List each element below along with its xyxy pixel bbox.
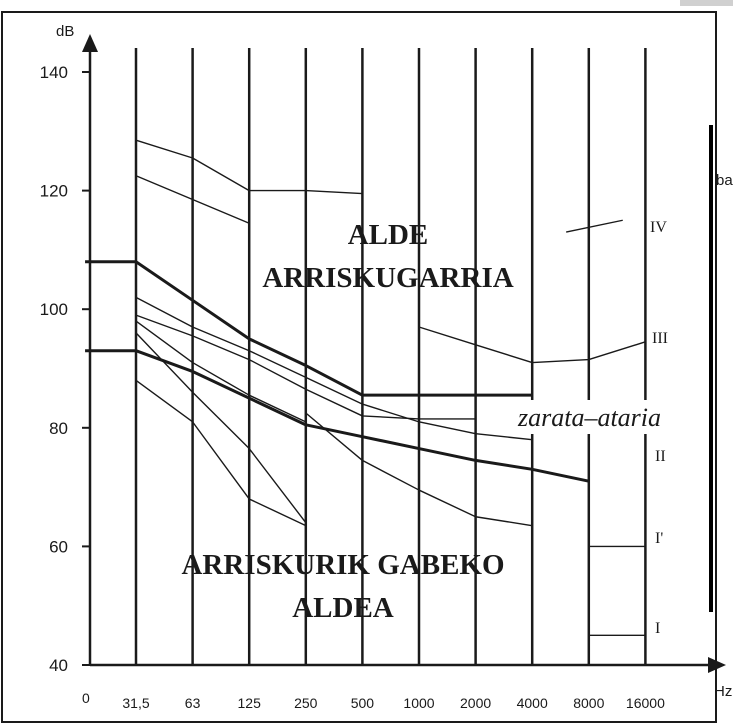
top-right-bar — [680, 0, 733, 6]
x-tick-label-8000: 8000 — [573, 695, 604, 711]
curve-label-iv: IV — [650, 219, 667, 236]
y-tick-label-80: 80 — [49, 419, 68, 438]
x-axis-arrow — [708, 657, 726, 673]
x-tick-label-1000: 1000 — [403, 695, 434, 711]
cut-off-text: ba — [716, 172, 733, 189]
chart-frame — [1, 11, 717, 723]
curve-2 — [85, 349, 590, 483]
origin-label: 0 — [82, 690, 90, 706]
y-ticks: 140 120 100 80 60 40 — [40, 63, 90, 675]
curve-3 — [135, 139, 363, 195]
x-tick-label-250: 250 — [294, 695, 318, 711]
curve-label-ii: II — [655, 448, 666, 465]
y-tick-label-100: 100 — [40, 300, 68, 319]
x-axis-label: Hz — [714, 683, 732, 700]
curve-1 — [85, 260, 533, 397]
curve-label-i-prime: I' — [655, 530, 663, 547]
y-tick-label-120: 120 — [40, 182, 68, 201]
x-tick-label-63: 63 — [185, 695, 201, 711]
curve-4 — [135, 175, 250, 224]
y-axis-label: dB — [56, 23, 74, 40]
curve-7 — [135, 320, 307, 423]
safe-zone-label-line2: ALDEA — [292, 592, 394, 624]
x-ticks: 31,5 63 125 250 500 1000 2000 4000 8000 16000 — [122, 695, 665, 711]
curve-8 — [135, 332, 307, 524]
x-tick-label-2000: 2000 — [460, 695, 491, 711]
curve-10 — [305, 412, 533, 527]
x-tick-label-4000: 4000 — [517, 695, 548, 711]
x-tick-label-31-5: 31,5 — [122, 695, 149, 711]
threshold-label-bg — [514, 400, 700, 434]
grid — [134, 48, 647, 665]
curve-11 — [418, 326, 646, 364]
curve-6 — [135, 314, 476, 420]
curve-5 — [135, 296, 533, 441]
curve-12 — [566, 219, 623, 233]
x-tick-label-500: 500 — [351, 695, 375, 711]
x-tick-label-16000: 16000 — [626, 695, 665, 711]
curve-label-iii: III — [652, 330, 668, 347]
threshold-label: zarata–ataria — [517, 403, 661, 432]
y-axis-arrow — [82, 34, 98, 52]
y-tick-label-60: 60 — [49, 537, 68, 556]
y-tick-label-40: 40 — [49, 656, 68, 675]
danger-zone-label-line1: ALDE — [348, 219, 429, 251]
danger-zone-label-line2: ARRISKUGARRIA — [262, 262, 513, 294]
safe-zone-label-line1: ARRISKURIK GABEKO — [181, 549, 504, 581]
series-layer — [85, 139, 646, 637]
x-tick-label-125: 125 — [238, 695, 262, 711]
y-tick-label-140: 140 — [40, 63, 68, 82]
curve-9 — [135, 379, 307, 527]
curve-label-i: I — [655, 620, 660, 637]
